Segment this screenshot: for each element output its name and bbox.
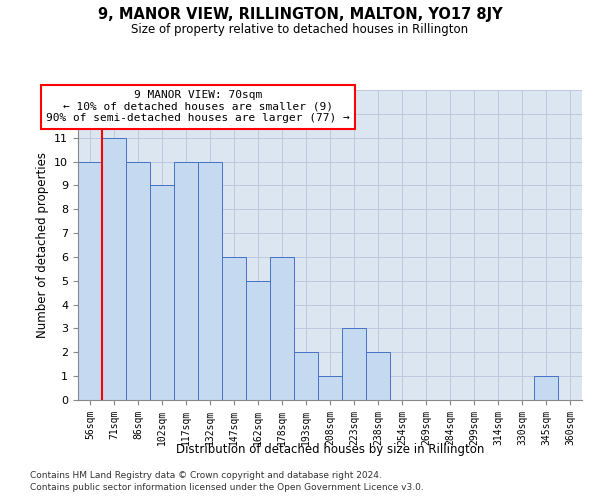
Bar <box>174 162 198 400</box>
Text: Contains HM Land Registry data © Crown copyright and database right 2024.: Contains HM Land Registry data © Crown c… <box>30 471 382 480</box>
Text: 9, MANOR VIEW, RILLINGTON, MALTON, YO17 8JY: 9, MANOR VIEW, RILLINGTON, MALTON, YO17 … <box>98 8 502 22</box>
Text: Distribution of detached houses by size in Rillington: Distribution of detached houses by size … <box>176 442 484 456</box>
Bar <box>342 328 366 400</box>
Bar <box>246 281 270 400</box>
Text: Size of property relative to detached houses in Rillington: Size of property relative to detached ho… <box>131 22 469 36</box>
Bar <box>222 257 246 400</box>
Text: 9 MANOR VIEW: 70sqm
← 10% of detached houses are smaller (9)
90% of semi-detache: 9 MANOR VIEW: 70sqm ← 10% of detached ho… <box>46 90 350 124</box>
Bar <box>270 257 294 400</box>
Bar <box>78 162 102 400</box>
Bar <box>294 352 318 400</box>
Text: Contains public sector information licensed under the Open Government Licence v3: Contains public sector information licen… <box>30 484 424 492</box>
Y-axis label: Number of detached properties: Number of detached properties <box>35 152 49 338</box>
Bar <box>534 376 558 400</box>
Bar <box>198 162 222 400</box>
Bar <box>150 186 174 400</box>
Bar <box>102 138 126 400</box>
Bar <box>318 376 342 400</box>
Bar <box>366 352 390 400</box>
Bar <box>126 162 150 400</box>
